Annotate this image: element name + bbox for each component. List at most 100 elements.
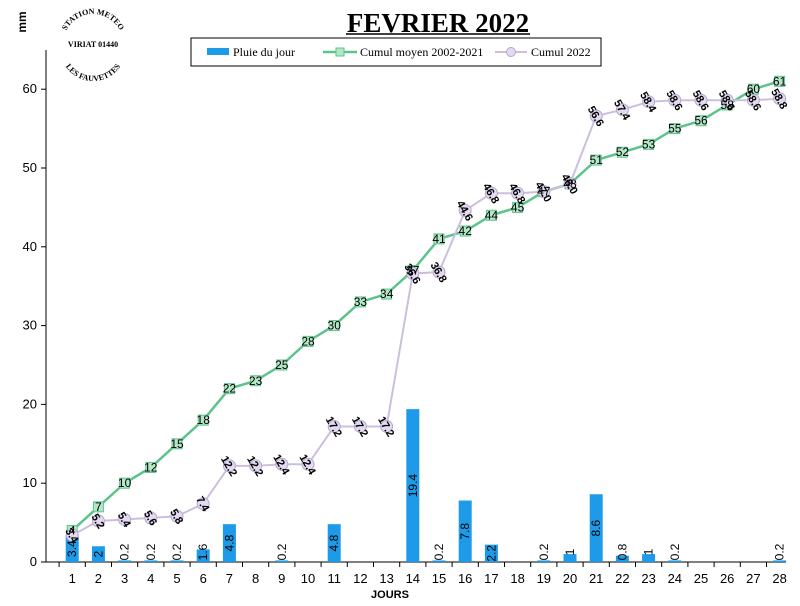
y-tick-label: 30	[23, 318, 37, 333]
mean-cumul-marker	[276, 359, 288, 371]
cumul-2022-label: 57.4	[611, 98, 633, 123]
cumul-2022-marker	[589, 109, 603, 123]
cumul-2022-marker	[91, 514, 105, 528]
rain-bar-label: 3.4	[65, 540, 79, 557]
mean-cumul-label: 28	[301, 334, 315, 348]
legend-cumul-label: Cumul 2022	[531, 45, 591, 59]
cumul-2022-marker	[118, 512, 132, 526]
y-tick-label: 50	[23, 160, 37, 175]
mean-cumul-label: 10	[118, 476, 132, 490]
rain-bar-label: 19.4	[406, 474, 420, 498]
cumul-2022-label: 46.8	[480, 181, 501, 206]
rain-bar	[773, 560, 787, 562]
x-tick-label: 8	[252, 571, 259, 586]
mean-cumul-label: 45	[511, 200, 525, 214]
cumul-2022-label: 12.2	[218, 454, 239, 479]
mean-cumul-label: 56	[694, 114, 708, 128]
mean-cumul-label: 18	[197, 413, 211, 427]
y-tick-label: 0	[30, 554, 37, 569]
mean-cumul-marker	[695, 115, 707, 127]
cumul-2022-marker	[380, 419, 394, 433]
rain-bar	[406, 409, 420, 562]
station-stamp-logo: STATION METEO VIRIAT 01440 LES FAUVETTES	[60, 7, 126, 83]
rain-bar-label: 0.2	[773, 543, 787, 560]
cumul-2022-label: 56.6	[585, 104, 606, 129]
rain-bar	[170, 560, 184, 562]
rain-bar-label: 4.8	[222, 534, 236, 551]
x-tick-label: 11	[327, 571, 341, 586]
x-tick-label: 3	[121, 571, 128, 586]
mean-cumul-label: 33	[354, 295, 368, 309]
mean-cumul-label: 25	[275, 358, 289, 372]
rain-bar-label: 0.2	[144, 543, 158, 560]
x-tick-label: 18	[510, 571, 524, 586]
mean-cumul-marker	[669, 123, 681, 135]
rain-bar	[65, 535, 79, 562]
rain-bar-label: 2	[91, 550, 105, 557]
stamp-middle-text: VIRIAT 01440	[68, 40, 118, 49]
mean-cumul-label: 4	[69, 523, 76, 537]
rain-bar	[615, 555, 629, 562]
rain-bar	[144, 560, 158, 562]
cumul-2022-marker	[327, 419, 341, 433]
cumul-2022-marker	[615, 103, 629, 117]
x-tick-label: 6	[200, 571, 207, 586]
cumul-2022-marker	[642, 95, 656, 109]
mean-cumul-label: 7	[95, 500, 102, 514]
mean-cumul-label: 53	[642, 137, 656, 151]
x-tick-label: 1	[69, 571, 76, 586]
cumul-2022-line	[71, 97, 780, 537]
rain-bar-label: 1	[642, 548, 656, 555]
x-tick-label: 21	[589, 571, 603, 586]
mean-cumul-label: 15	[170, 437, 184, 451]
cumul-2022-label: 5.8	[167, 507, 185, 526]
mean-cumul-label: 47	[537, 185, 551, 199]
mean-cumul-label: 34	[380, 287, 394, 301]
cumul-2022-marker	[275, 457, 289, 471]
mean-cumul-marker	[171, 438, 183, 450]
x-tick-label: 22	[615, 571, 629, 586]
rain-bar	[275, 560, 289, 562]
cumul-2022-marker	[222, 459, 236, 473]
cumul-2022-label: 58.4	[637, 90, 659, 115]
mean-cumul-marker	[381, 288, 393, 300]
mean-cumul-marker	[250, 375, 262, 387]
cumul-2022-label: 5.6	[141, 509, 159, 528]
x-tick-label: 23	[641, 571, 655, 586]
rain-bar	[118, 560, 132, 562]
mean-cumul-marker	[302, 335, 314, 347]
rain-bar-label: 8.6	[589, 519, 603, 536]
cumul-2022-marker	[353, 419, 367, 433]
cumul-2022-marker	[406, 267, 420, 281]
rain-bar	[222, 524, 236, 562]
rain-bar	[484, 544, 498, 562]
cumul-2022-marker	[144, 511, 158, 525]
rain-bar	[196, 549, 210, 562]
rain-bar-label: 0.2	[275, 543, 289, 560]
rain-bar	[458, 500, 472, 562]
mean-cumul-label: 60	[747, 82, 761, 96]
x-tick-label: 4	[147, 571, 154, 586]
stamp-top-text: STATION METEO	[60, 7, 126, 32]
chart-title: FEVRIER 2022	[347, 8, 529, 38]
x-tick-label: 16	[458, 571, 472, 586]
x-axis-label: JOURS	[371, 589, 409, 601]
cumul-2022-marker	[694, 93, 708, 107]
cumul-2022-marker	[249, 459, 263, 473]
x-tick-label: 19	[537, 571, 551, 586]
mean-cumul-marker	[92, 501, 104, 513]
cumul-2022-marker	[484, 186, 498, 200]
x-tick-label: 14	[406, 571, 420, 586]
x-tick-label: 9	[278, 571, 285, 586]
y-tick-label: 10	[23, 475, 37, 490]
x-tick-label: 2	[95, 571, 102, 586]
cumul-2022-marker	[563, 177, 577, 191]
rain-bar	[589, 494, 603, 562]
legend-cumul-marker	[506, 47, 516, 57]
legend-mean-label: Cumul moyen 2002-2021	[360, 45, 483, 59]
mean-cumul-label: 58	[721, 98, 735, 112]
y-tick-label: 20	[23, 396, 37, 411]
x-tick-label: 28	[772, 571, 786, 586]
mean-cumul-marker	[145, 461, 157, 473]
